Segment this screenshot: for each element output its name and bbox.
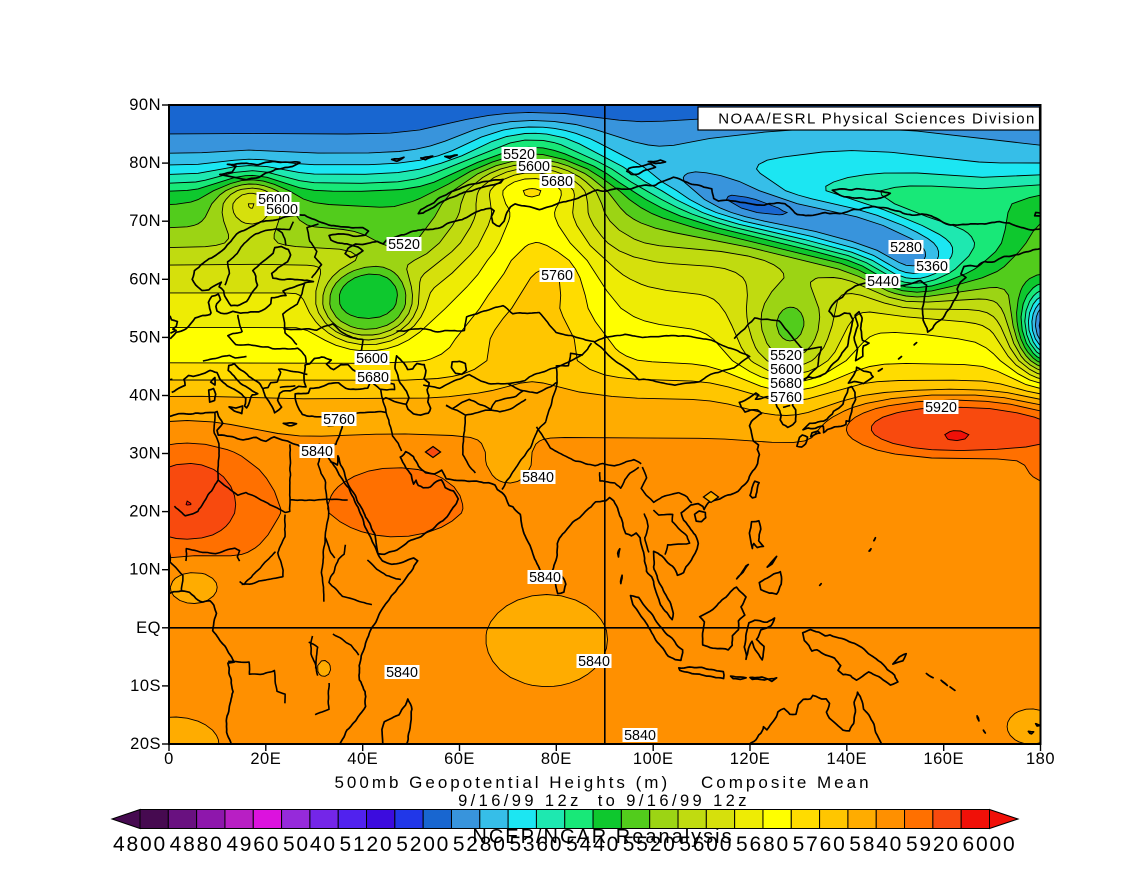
svg-text:5840: 5840: [849, 833, 903, 856]
svg-text:4800: 4800: [113, 833, 167, 856]
svg-text:6000: 6000: [963, 833, 1017, 856]
svg-text:20S: 20S: [130, 735, 161, 753]
svg-text:5600: 5600: [356, 351, 388, 367]
svg-text:5760: 5760: [770, 390, 802, 406]
svg-text:5440: 5440: [867, 274, 899, 290]
svg-text:120E: 120E: [730, 750, 771, 768]
svg-text:40N: 40N: [129, 387, 161, 405]
svg-text:80N: 80N: [129, 154, 161, 172]
svg-text:5600: 5600: [266, 202, 298, 218]
svg-text:5840: 5840: [624, 728, 656, 744]
svg-text:5360: 5360: [916, 259, 948, 275]
svg-text:EQ: EQ: [136, 619, 161, 637]
svg-text:5920: 5920: [906, 833, 960, 856]
svg-text:0: 0: [164, 750, 174, 768]
svg-text:5280: 5280: [890, 240, 922, 256]
svg-text:100E: 100E: [633, 750, 674, 768]
svg-text:60E: 60E: [444, 750, 475, 768]
svg-text:5520: 5520: [623, 833, 677, 856]
svg-text:20N: 20N: [129, 503, 161, 521]
svg-text:5520: 5520: [388, 237, 420, 253]
svg-text:4960: 4960: [226, 833, 280, 856]
svg-text:5120: 5120: [340, 833, 394, 856]
svg-text:4880: 4880: [170, 833, 224, 856]
svg-text:5520: 5520: [770, 348, 802, 364]
svg-text:180: 180: [1026, 750, 1055, 768]
svg-text:30N: 30N: [129, 445, 161, 463]
svg-text:5840: 5840: [522, 470, 554, 486]
svg-text:5760: 5760: [541, 268, 573, 284]
svg-text:5600: 5600: [770, 362, 802, 378]
svg-text:NOAA/ESRL Physical Sciences Di: NOAA/ESRL Physical Sciences Division: [718, 111, 1035, 128]
svg-text:5680: 5680: [357, 370, 389, 386]
svg-text:20E: 20E: [250, 750, 281, 768]
svg-text:140E: 140E: [827, 750, 868, 768]
svg-text:5760: 5760: [793, 833, 847, 856]
svg-text:500mb Geopotential Heights (m): 500mb Geopotential Heights (m) Composite…: [334, 773, 871, 792]
svg-text:5440: 5440: [566, 833, 620, 856]
svg-text:90N: 90N: [129, 96, 161, 114]
svg-text:160E: 160E: [923, 750, 964, 768]
svg-text:5840: 5840: [578, 654, 610, 670]
svg-text:5280: 5280: [453, 833, 507, 856]
svg-text:5600: 5600: [679, 833, 733, 856]
svg-text:40E: 40E: [347, 750, 378, 768]
svg-text:5760: 5760: [323, 412, 355, 428]
svg-text:NCEP/NCAR Reanalysis: NCEP/NCAR Reanalysis: [472, 826, 733, 848]
svg-text:5920: 5920: [925, 400, 957, 416]
svg-text:5680: 5680: [541, 174, 573, 190]
svg-text:9/16/99 12z to 9/16/99 12z: 9/16/99 12z to 9/16/99 12z: [458, 792, 750, 810]
svg-text:10S: 10S: [130, 677, 161, 695]
svg-text:5840: 5840: [386, 665, 418, 681]
svg-text:5200: 5200: [396, 833, 450, 856]
svg-text:5360: 5360: [509, 833, 563, 856]
svg-text:5840: 5840: [301, 444, 333, 460]
svg-text:5600: 5600: [518, 159, 550, 175]
svg-text:5040: 5040: [283, 833, 337, 856]
svg-text:5680: 5680: [736, 833, 790, 856]
svg-text:70N: 70N: [129, 212, 161, 230]
svg-text:5680: 5680: [770, 376, 802, 392]
svg-text:50N: 50N: [129, 328, 161, 346]
svg-text:10N: 10N: [129, 561, 161, 579]
svg-text:60N: 60N: [129, 270, 161, 288]
svg-text:5840: 5840: [529, 570, 561, 586]
svg-text:80E: 80E: [541, 750, 572, 768]
